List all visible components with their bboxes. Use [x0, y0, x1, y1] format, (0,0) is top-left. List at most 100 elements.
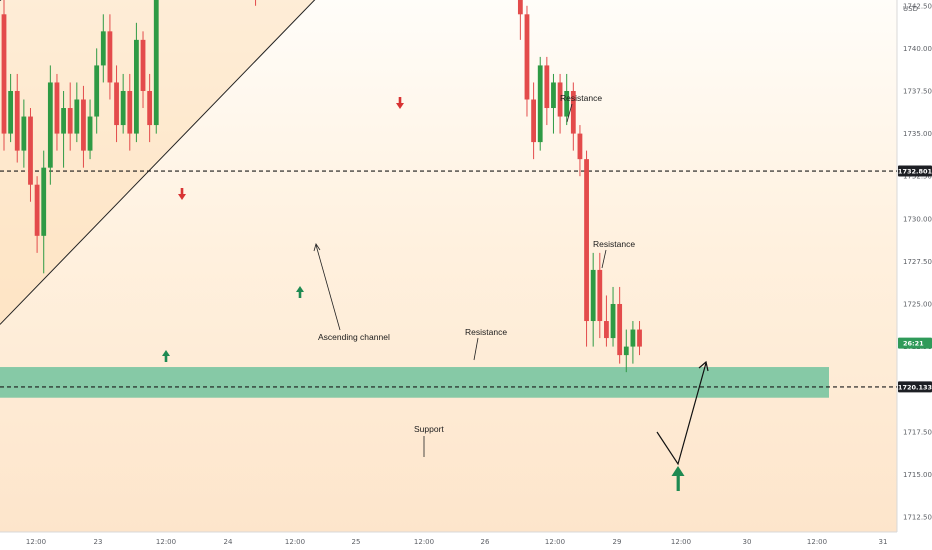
candle-body — [623, 346, 629, 356]
candle — [637, 321, 642, 356]
annotation-resistance-upper: Resistance — [560, 93, 602, 123]
candle-body — [147, 90, 153, 126]
candle — [617, 286, 623, 364]
time-axis-background — [0, 532, 897, 550]
candle — [630, 321, 636, 364]
candle-body — [610, 303, 616, 339]
annotation-resistance-lower-pointer — [473, 337, 479, 361]
arrow-head — [296, 286, 304, 292]
candle — [604, 295, 609, 347]
time-tick-label: 30 — [743, 538, 752, 546]
candle-body — [120, 90, 126, 126]
time-axis[interactable]: 12:00 23 12:00 24 12:00 25 12:00 26 12:00 29 12:00… — [26, 538, 888, 546]
current-price-badge-bg — [898, 337, 932, 349]
annotation-channel: Ascending channel — [313, 243, 390, 342]
candle-body — [1, 14, 7, 134]
candle-body — [114, 82, 119, 126]
candle-body — [630, 329, 636, 347]
annotation-support-label: Support — [414, 424, 444, 434]
candle — [140, 31, 146, 109]
time-tick-label: 12:00 — [414, 538, 434, 546]
price-tick-label: 1740.000 — [903, 45, 932, 53]
candle-body — [557, 82, 563, 117]
candle-body — [81, 99, 86, 151]
candle-body — [537, 65, 543, 143]
candle — [67, 82, 73, 151]
candle — [120, 73, 126, 134]
level-badge-text: 1720.133 — [898, 383, 932, 391]
candle — [610, 286, 616, 347]
annotation-resistance-middle: Resistance — [593, 239, 635, 269]
channel-lower-line — [0, 0, 316, 325]
candle — [107, 14, 113, 100]
support-zone — [0, 367, 829, 398]
candle — [1, 0, 7, 151]
time-tick-label: 24 — [224, 538, 233, 546]
time-tick-label: 12:00 — [807, 538, 827, 546]
candle — [94, 48, 100, 134]
candle — [100, 14, 106, 83]
signal-arrows — [162, 97, 709, 491]
annotation-resistance-middle-label: Resistance — [593, 239, 635, 249]
arrow-shaft — [164, 355, 168, 362]
time-tick-label: 31 — [879, 538, 888, 546]
arrow-shaft — [180, 188, 184, 195]
candle-body — [127, 90, 133, 134]
time-tick-label: 12:00 — [671, 538, 691, 546]
price-tick-label: 1732.500 — [903, 173, 932, 181]
arrow-shaft — [676, 474, 680, 491]
candle-body — [100, 31, 106, 66]
annotation-resistance-upper-pointer — [566, 103, 573, 123]
level-badge-text: 1732.801 — [898, 167, 932, 175]
candle — [564, 73, 570, 126]
candle — [531, 82, 536, 160]
candles — [1, 0, 642, 373]
candle-body — [61, 108, 66, 134]
candle-body — [577, 133, 583, 160]
horizontal-levels — [0, 170, 897, 388]
candle-body — [524, 14, 530, 100]
annotation-channel-head — [313, 243, 321, 252]
candle-body — [14, 90, 20, 151]
candle — [8, 73, 14, 143]
ascending-channel — [0, 0, 316, 325]
sell-arrow-1-icon — [178, 188, 186, 200]
candle-body — [41, 167, 47, 236]
annotation-support: Support — [414, 424, 444, 457]
price-tick-label: 1717.500 — [903, 428, 932, 436]
buy-arrow-1-icon — [162, 350, 170, 362]
price-tick-label: 1742.500 — [903, 2, 932, 10]
annotation-resistance-lower: Resistance — [465, 327, 507, 361]
candle-body — [87, 116, 93, 151]
candle-body — [107, 31, 113, 83]
candle-body — [140, 39, 146, 91]
time-tick-label: 25 — [352, 538, 361, 546]
candle — [14, 73, 20, 163]
price-tick-label: 1715.000 — [903, 471, 932, 479]
annotation-resistance-middle-pointer — [601, 249, 607, 269]
projection-head — [698, 360, 709, 372]
arrow-shaft — [298, 291, 302, 298]
candle-body — [94, 65, 100, 117]
sell-arrow-2-icon — [396, 97, 404, 109]
candle — [41, 150, 47, 274]
candle-body — [153, 0, 159, 126]
current-price-badge-text: 26:21 — [903, 340, 924, 348]
candle-body — [597, 269, 603, 322]
arrow-shaft — [398, 97, 402, 104]
candle — [134, 22, 139, 143]
annotation-channel-pointer — [315, 244, 341, 331]
candle — [570, 82, 576, 151]
current-price-badge: 26:21 — [898, 337, 932, 349]
candle — [61, 90, 66, 168]
time-tick-label: 29 — [613, 538, 622, 546]
candle — [127, 73, 133, 151]
candle — [544, 56, 550, 126]
arrow-head — [178, 194, 186, 200]
annotations: Resistance Resistance Resistance Support Asc… — [313, 93, 635, 457]
time-tick-label: 12:00 — [285, 538, 305, 546]
time-tick-label: 26 — [481, 538, 490, 546]
candle — [147, 73, 153, 143]
price-tick-label: 1730.000 — [903, 215, 932, 223]
